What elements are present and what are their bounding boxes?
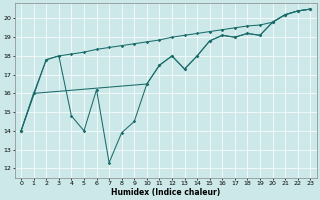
X-axis label: Humidex (Indice chaleur): Humidex (Indice chaleur)	[111, 188, 220, 197]
